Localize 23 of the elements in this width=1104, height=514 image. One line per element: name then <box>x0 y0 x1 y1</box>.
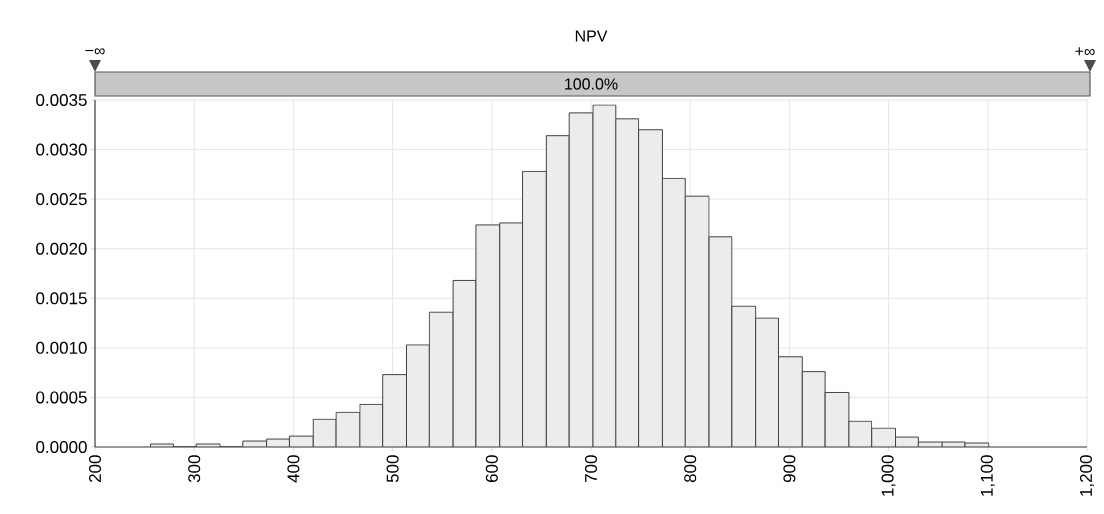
y-tick-label: 0.0005 <box>36 391 87 404</box>
y-tick-label: 0.0000 <box>36 440 87 454</box>
x-tick-label: 1,100 <box>980 455 995 496</box>
text: −∞ <box>85 48 105 55</box>
x-tick-label: 600 <box>485 455 498 483</box>
x-tick-label: 400 <box>287 455 300 483</box>
y-tick-label: 0.0020 <box>36 242 87 255</box>
text: 100.0% <box>565 78 618 90</box>
y-tick-label: 0.0035 <box>36 93 87 107</box>
x-tick-label: 700 <box>584 455 598 482</box>
text: +∞ <box>1075 47 1095 56</box>
x-tick-label: 1,000 <box>881 455 896 496</box>
x-tick-label: 1,200 <box>1079 455 1095 496</box>
y-tick-label: 0.0015 <box>36 292 87 305</box>
y-tick-label: 0.0025 <box>36 193 87 206</box>
y-tick-label: 0.0030 <box>36 143 87 156</box>
y-tick-label: 0.0010 <box>36 341 87 354</box>
x-tick-label: 800 <box>684 455 697 483</box>
x-tick-label: 300 <box>188 455 201 483</box>
chart-title: NPV <box>575 30 608 42</box>
x-tick-label: 200 <box>88 455 102 483</box>
x-tick-label: 900 <box>783 455 796 483</box>
x-tick-label: 500 <box>386 455 399 483</box>
